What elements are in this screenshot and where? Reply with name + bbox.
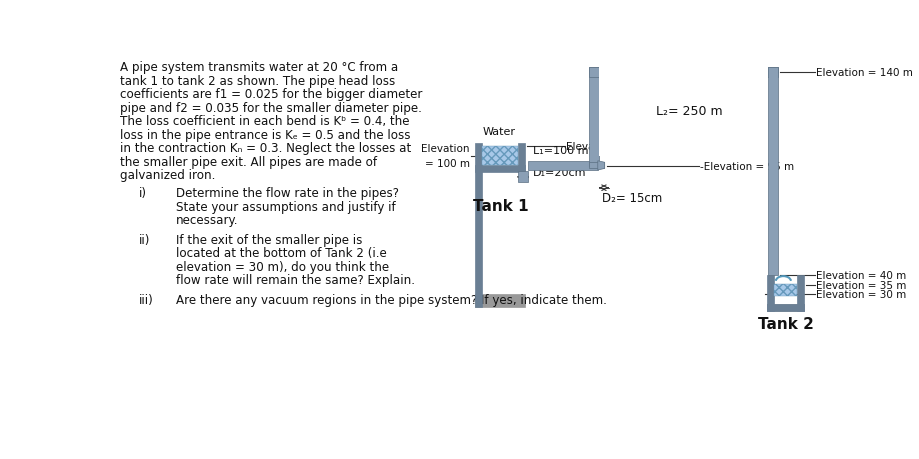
Bar xyxy=(481,147,517,166)
Text: ii): ii) xyxy=(139,233,150,246)
Text: L₂= 250 m: L₂= 250 m xyxy=(656,105,722,118)
Text: Are there any vacuum regions in the pipe system? If yes, indicate them.: Are there any vacuum regions in the pipe… xyxy=(176,293,606,306)
Text: Elevation: Elevation xyxy=(421,144,470,154)
Text: A pipe system transmits water at 20 °C from a: A pipe system transmits water at 20 °C f… xyxy=(120,61,398,74)
Text: in the contraction Kₙ = 0.3. Neglect the losses at: in the contraction Kₙ = 0.3. Neglect the… xyxy=(120,142,411,155)
Bar xyxy=(474,166,524,172)
Bar xyxy=(598,68,767,157)
Bar xyxy=(528,162,597,171)
Text: flow rate will remain the same? Explain.: flow rate will remain the same? Explain. xyxy=(176,274,414,286)
Text: Elevation = 40 m: Elevation = 40 m xyxy=(815,270,906,280)
Text: If the exit of the smaller pipe is: If the exit of the smaller pipe is xyxy=(176,233,362,246)
Bar xyxy=(589,163,603,169)
Text: Elevation = 105 m: Elevation = 105 m xyxy=(565,142,663,152)
Bar xyxy=(474,143,481,307)
Text: -Elevation = 95 m: -Elevation = 95 m xyxy=(699,162,793,172)
Text: Elevation = 140 m: Elevation = 140 m xyxy=(815,68,913,78)
Text: D₁=20cm: D₁=20cm xyxy=(532,168,586,178)
Text: elevation = 30 m), do you think the: elevation = 30 m), do you think the xyxy=(176,260,389,273)
Polygon shape xyxy=(597,162,604,171)
Text: L₁=100 m: L₁=100 m xyxy=(532,146,588,156)
Text: the smaller pipe exit. All pipes are made of: the smaller pipe exit. All pipes are mad… xyxy=(120,155,377,168)
Text: necessary.: necessary. xyxy=(176,214,238,227)
Text: State your assumptions and justify if: State your assumptions and justify if xyxy=(176,200,395,213)
Text: Tank 1: Tank 1 xyxy=(472,199,528,214)
Text: Elevation = 35 m: Elevation = 35 m xyxy=(815,280,906,290)
Bar xyxy=(773,284,797,297)
Text: located at the bottom of Tank 2 (i.e: located at the bottom of Tank 2 (i.e xyxy=(176,247,386,260)
Text: Determine the flow rate in the pipes?: Determine the flow rate in the pipes? xyxy=(176,187,399,200)
Bar xyxy=(589,68,777,78)
Text: = 100 m: = 100 m xyxy=(425,158,470,168)
Text: i): i) xyxy=(139,187,147,200)
Bar xyxy=(517,171,528,182)
Bar xyxy=(589,68,598,167)
Text: Elevation = 30 m: Elevation = 30 m xyxy=(815,290,906,300)
Bar xyxy=(766,305,803,312)
Text: The loss coefficient in each bend is Kᵇ = 0.4, the: The loss coefficient in each bend is Kᵇ … xyxy=(120,115,410,128)
Text: Tank 2: Tank 2 xyxy=(757,316,812,331)
Text: loss in the pipe entrance is Kₑ = 0.5 and the loss: loss in the pipe entrance is Kₑ = 0.5 an… xyxy=(120,129,411,141)
Bar xyxy=(797,275,803,312)
Text: iii): iii) xyxy=(139,293,153,306)
Text: galvanized iron.: galvanized iron. xyxy=(120,169,216,182)
Bar xyxy=(766,275,773,312)
Text: Water: Water xyxy=(482,127,516,137)
Bar xyxy=(766,304,803,312)
Bar xyxy=(767,68,777,275)
Text: D₂= 15cm: D₂= 15cm xyxy=(602,191,662,204)
Text: tank 1 to tank 2 as shown. The pipe head loss: tank 1 to tank 2 as shown. The pipe head… xyxy=(120,75,395,88)
Text: coefficients are f1 = 0.025 for the bigger diameter: coefficients are f1 = 0.025 for the bigg… xyxy=(120,88,423,101)
Bar xyxy=(474,295,524,307)
Bar xyxy=(517,143,524,172)
Text: pipe and f2 = 0.035 for the smaller diameter pipe.: pipe and f2 = 0.035 for the smaller diam… xyxy=(120,101,422,115)
